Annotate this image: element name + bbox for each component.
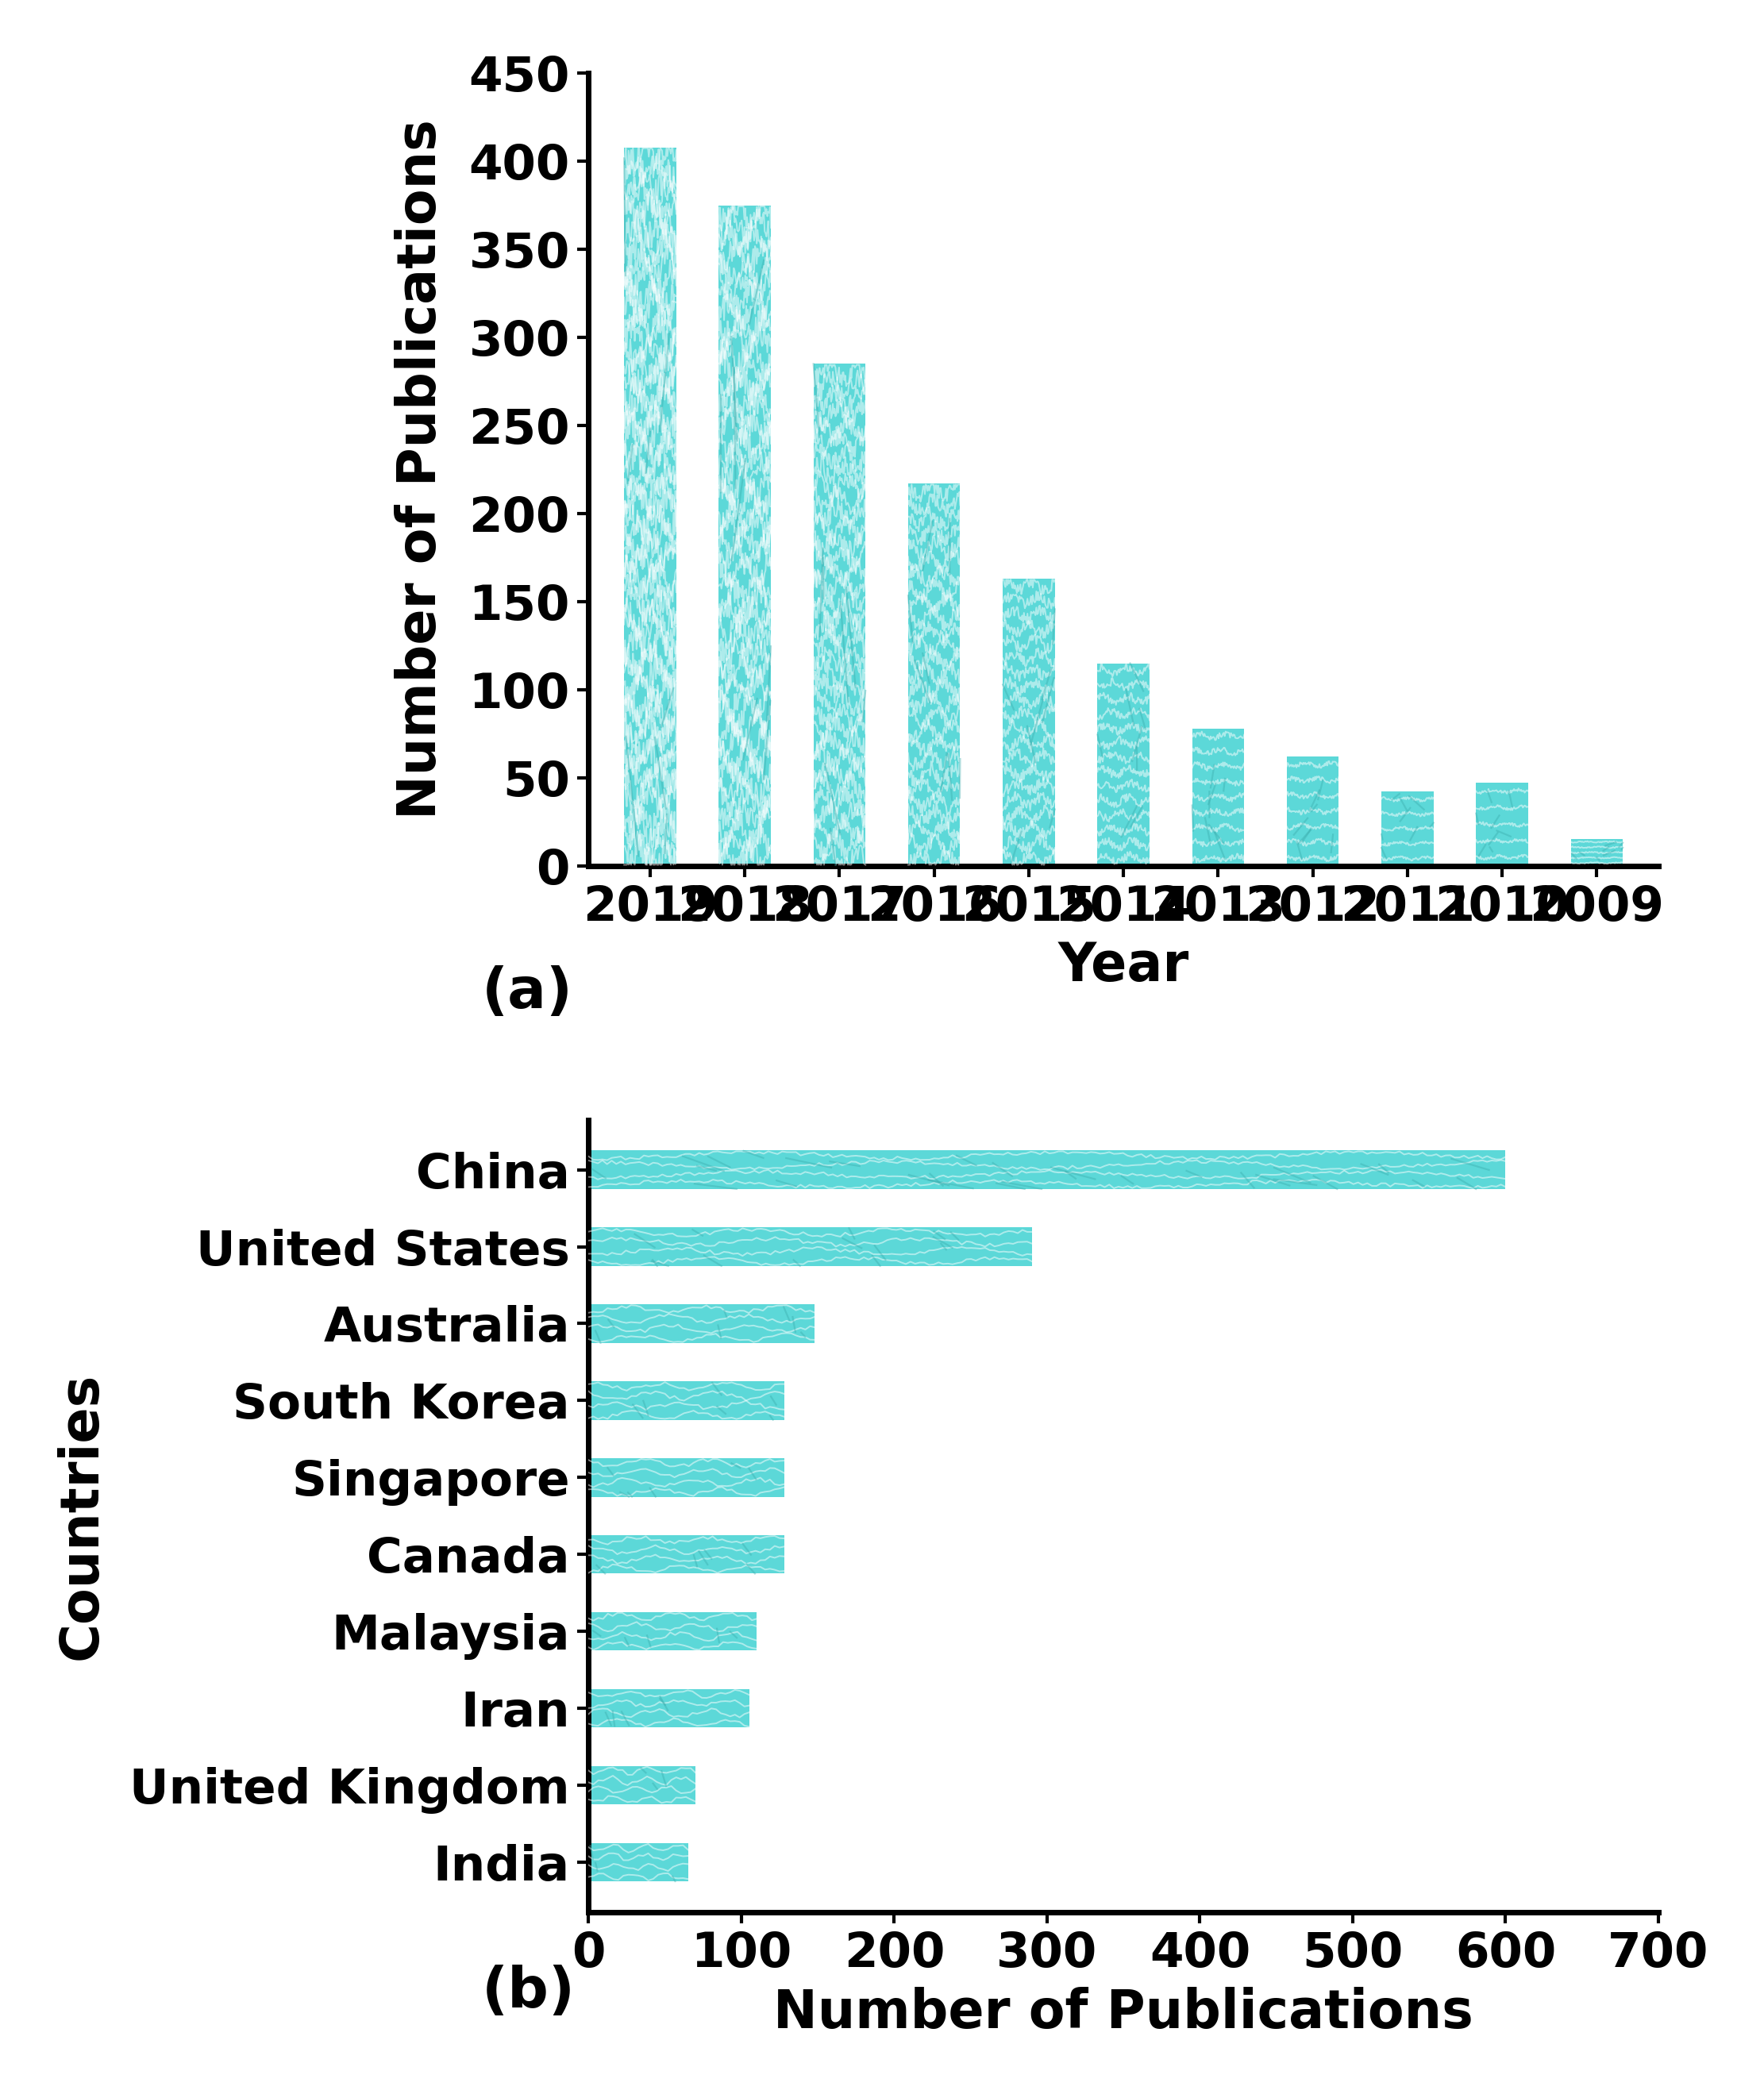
Bar [589, 1612, 757, 1650]
Bar [589, 1305, 815, 1342]
Bar [589, 1690, 750, 1728]
Bar [908, 484, 960, 865]
Bar [589, 1227, 1032, 1267]
Bar [589, 1765, 695, 1805]
Bar [1381, 792, 1434, 865]
Text: (b): (b) [482, 1964, 575, 2019]
Bar [589, 1843, 688, 1880]
X-axis label: Year: Year [1058, 940, 1189, 993]
Y-axis label: Countries: Countries [55, 1372, 108, 1661]
Bar [589, 1150, 1505, 1189]
Bar [813, 364, 866, 865]
Text: (a): (a) [482, 965, 573, 1020]
X-axis label: Number of Publications: Number of Publications [773, 1987, 1473, 2040]
Bar [1192, 729, 1244, 865]
Bar [1476, 783, 1528, 865]
Bar [718, 205, 771, 865]
Bar [1002, 578, 1055, 865]
Bar [1097, 664, 1150, 865]
Y-axis label: Number of Publications: Number of Publications [393, 119, 446, 819]
Bar [589, 1457, 785, 1497]
Bar [1286, 756, 1339, 865]
Bar [1570, 840, 1623, 865]
Bar [589, 1535, 785, 1573]
Bar [624, 147, 676, 865]
Bar [589, 1382, 785, 1420]
